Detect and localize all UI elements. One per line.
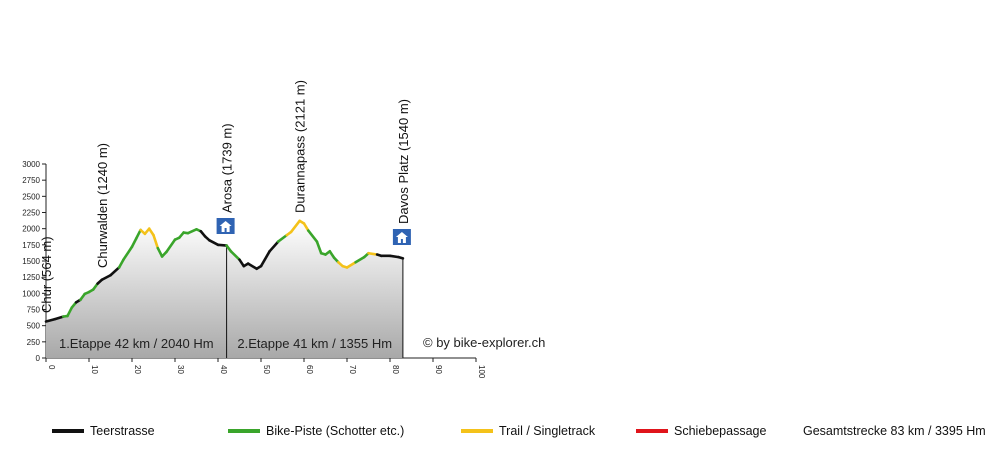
x-tick-label: 100 bbox=[477, 365, 486, 379]
route-segment-yellow bbox=[367, 251, 379, 256]
x-tick-label: 90 bbox=[434, 365, 443, 374]
elevation-area bbox=[46, 220, 404, 358]
place-label: Arosa (1739 m) bbox=[220, 123, 235, 213]
legend-item-gravel: Bike-Piste (Schotter etc.) bbox=[228, 418, 404, 444]
route-segment-road bbox=[216, 243, 228, 247]
route-segment-green bbox=[117, 258, 125, 269]
place-label: Churwalden (1240 m) bbox=[95, 143, 110, 268]
route-segment-road bbox=[53, 315, 65, 321]
total-distance: Gesamtstrecke 83 km / 3395 Hm bbox=[803, 424, 986, 438]
route-segment-road bbox=[208, 239, 220, 247]
place-label: Durannapass (2121 m) bbox=[293, 80, 308, 213]
route-segment-green bbox=[186, 228, 198, 235]
y-tick-label: 1500 bbox=[22, 257, 40, 266]
legend-swatch-trail bbox=[461, 429, 493, 433]
x-tick-label: 20 bbox=[133, 365, 142, 374]
y-tick-label: 1250 bbox=[22, 273, 40, 282]
y-tick-label: 3000 bbox=[22, 160, 40, 169]
route-segment-road bbox=[259, 250, 271, 268]
elevation-chart: 0250500750100012501500175020002250250027… bbox=[22, 80, 545, 379]
route-segment-green bbox=[66, 306, 74, 318]
legend-swatch-road bbox=[52, 429, 84, 433]
x-tick-label: 60 bbox=[305, 365, 314, 374]
hut-icon bbox=[392, 229, 411, 245]
route-segment-yellow bbox=[302, 222, 310, 232]
legend: Teerstrasse Bike-Piste (Schotter etc.) T… bbox=[0, 418, 1000, 444]
y-tick-label: 2000 bbox=[22, 225, 40, 234]
legend-item-road: Teerstrasse bbox=[52, 418, 155, 444]
chart-labels: Chur (564 m) Churwalden (1240 m) Arosa (17… bbox=[39, 80, 545, 351]
stage-label: 1.Etappe 42 km / 2040 Hm bbox=[59, 336, 214, 351]
legend-item-trail: Trail / Singletrack bbox=[461, 418, 595, 444]
legend-swatch-push bbox=[636, 429, 668, 433]
route-segment-green bbox=[315, 240, 323, 255]
x-tick-label: 70 bbox=[348, 365, 357, 374]
hut-icon-roof bbox=[219, 221, 232, 226]
hut-icon-roof bbox=[395, 232, 408, 237]
route-segment-green bbox=[130, 237, 138, 249]
route-segment-road bbox=[397, 255, 405, 260]
x-tick-label: 50 bbox=[262, 365, 271, 374]
route-segment-green bbox=[156, 246, 164, 258]
place-label: Davos Platz (1540 m) bbox=[396, 99, 411, 224]
y-tick-label: 2250 bbox=[22, 209, 40, 218]
hut-icon bbox=[216, 218, 235, 234]
route-segment-yellow bbox=[152, 233, 160, 250]
stage-label: 2.Etappe 41 km / 1355 Hm bbox=[237, 336, 392, 351]
elevation-fill bbox=[46, 220, 403, 358]
route-segment-yellow bbox=[345, 260, 357, 269]
x-tick-label: 10 bbox=[90, 365, 99, 374]
legend-label: Trail / Singletrack bbox=[499, 424, 596, 438]
y-tick-label: 250 bbox=[27, 338, 41, 347]
hut-icon-door bbox=[400, 239, 403, 243]
chart-axes: 0250500750100012501500175020002250250027… bbox=[22, 160, 486, 379]
route-segment-road bbox=[100, 273, 112, 282]
y-tick-label: 1000 bbox=[22, 289, 40, 298]
y-tick-label: 1750 bbox=[22, 241, 40, 250]
hut-icon-door bbox=[224, 228, 227, 232]
route-segment-road bbox=[44, 317, 56, 323]
y-tick-label: 0 bbox=[36, 354, 41, 363]
legend-label: Teerstrasse bbox=[90, 424, 155, 438]
x-tick-label: 80 bbox=[391, 365, 400, 374]
place-label: Chur (564 m) bbox=[39, 236, 54, 313]
route-segment-road bbox=[109, 266, 121, 277]
y-tick-label: 500 bbox=[27, 322, 41, 331]
y-tick-label: 750 bbox=[27, 306, 41, 315]
route-segment-green bbox=[122, 245, 134, 262]
x-tick-label: 40 bbox=[219, 365, 228, 374]
legend-label: Schiebepassage bbox=[674, 424, 767, 438]
route-segment-road bbox=[246, 262, 259, 271]
x-tick-label: 0 bbox=[47, 365, 56, 370]
route-segment-road bbox=[268, 240, 280, 253]
route-segment-green bbox=[229, 250, 241, 262]
credit-label: © by bike-explorer.ch bbox=[423, 335, 545, 350]
x-tick-label: 30 bbox=[176, 365, 185, 374]
route-segment-road bbox=[388, 254, 400, 259]
route-segment-green bbox=[276, 233, 289, 243]
y-tick-label: 2500 bbox=[22, 192, 40, 201]
legend-item-push: Schiebepassage bbox=[636, 418, 766, 444]
route-segment-yellow bbox=[289, 219, 302, 234]
legend-swatch-gravel bbox=[228, 429, 260, 433]
legend-label: Bike-Piste (Schotter etc.) bbox=[266, 424, 405, 438]
route-segment-green bbox=[135, 228, 142, 240]
route-segments bbox=[44, 219, 405, 323]
route-segment-green bbox=[306, 229, 319, 243]
route-segment-green bbox=[165, 238, 177, 254]
route-segment-green bbox=[354, 255, 366, 264]
y-tick-label: 2750 bbox=[22, 176, 40, 185]
